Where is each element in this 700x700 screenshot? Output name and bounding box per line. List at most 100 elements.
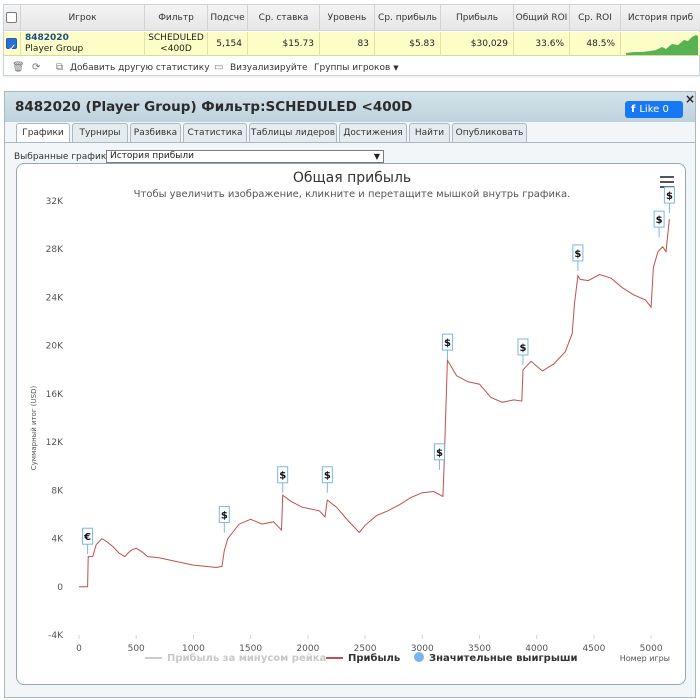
y-tick-label: 20K [46, 342, 64, 352]
profit-history-sparkline-cell[interactable] [621, 32, 700, 56]
big-win-symbol: $ [221, 511, 228, 522]
column-header-count[interactable]: Подсче [208, 5, 248, 31]
big-win-flag [321, 466, 333, 484]
refresh-icon[interactable]: ⟳ [32, 62, 41, 73]
big-win-symbol: $ [574, 249, 581, 260]
like-label: Like 0 [639, 104, 669, 115]
y-tick-label: 32K [46, 197, 64, 207]
tab-publish[interactable]: Опубликовать [452, 123, 527, 142]
profit-chart[interactable]: Общая прибыль Чтобы увеличить изображение… [17, 164, 687, 686]
big-win-symbol: $ [436, 448, 443, 459]
column-header-filter[interactable]: Фильтр [145, 5, 208, 31]
visualize-link[interactable]: Визуализируйте [230, 63, 308, 73]
y-tick-label: 4K [51, 535, 64, 545]
big-win-flag [663, 186, 675, 204]
avg-stake-value: $15.73 [248, 32, 320, 56]
x-tick-label: 2000 [296, 644, 319, 654]
big-win-flag [517, 338, 529, 356]
filter-line-2: <400D [160, 44, 192, 54]
big-win-symbol: $ [324, 471, 331, 482]
select-all-header [4, 5, 21, 31]
x-tick-label: 4000 [525, 644, 548, 654]
big-win-flag [653, 210, 665, 228]
tab-leaderboards[interactable]: Таблицы лидеров [249, 123, 337, 142]
column-header-avg-profit[interactable]: Ср. прибыль [375, 5, 441, 31]
tab-charts[interactable]: Графики [16, 123, 70, 143]
selected-chart-select[interactable]: История прибыли ▼ [106, 150, 384, 163]
tab-breakdown[interactable]: Разбивка [130, 123, 181, 142]
tab-achievements[interactable]: Достижения [339, 123, 407, 142]
column-header-avg-stake[interactable]: Ср. ставка [248, 5, 320, 31]
big-win-symbol: $ [519, 343, 526, 354]
y-tick-label: 28K [46, 245, 64, 255]
big-win-flag [433, 443, 445, 461]
add-stats-link[interactable]: Добавить другую статистику [70, 63, 210, 73]
chart-subtitle: Чтобы увеличить изображение, кликните и … [134, 189, 571, 200]
column-header-avg-roi[interactable]: Ср. ROI [570, 5, 621, 31]
player-panel: 8482020 (Player Group) Фильтр:SCHEDULED … [4, 91, 696, 698]
column-header-level[interactable]: Уровень [320, 5, 375, 31]
big-win-flag [572, 244, 584, 262]
tab-statistics[interactable]: Статистика [183, 123, 247, 142]
x-tick-label: 4500 [582, 644, 605, 654]
profit-chart-card[interactable]: Общая прибыль Чтобы увеличить изображение… [16, 163, 686, 685]
y-tick-label: 16K [46, 390, 64, 400]
y-tick-label: 12K [46, 438, 64, 448]
visualize-icon: ▭ [214, 62, 224, 73]
x-tick-label: 1500 [239, 644, 262, 654]
player-group-label: Player Group [25, 44, 84, 54]
x-tick-label: 5000 [640, 644, 663, 654]
big-win-flag [82, 527, 94, 545]
total-roi-value: 33.6% [514, 32, 570, 56]
tab-find[interactable]: Найти [409, 123, 450, 142]
close-icon[interactable]: × [685, 92, 696, 106]
column-header-profit-history[interactable]: История приб [621, 5, 700, 31]
avg-roi-value: 48.5% [570, 32, 621, 56]
count-value: 5,154 [208, 32, 248, 56]
filter-cell: SCHEDULED <400D [145, 32, 208, 56]
add-stats-icon: ⧉ [56, 62, 64, 73]
chevron-down-icon: ▼ [373, 152, 380, 161]
x-tick-label: 1000 [182, 644, 205, 654]
column-header-profit[interactable]: Прибыль [441, 5, 514, 31]
legend-rake-label: Прибыль за минусом рейка [167, 652, 326, 664]
profit-history-sparkline [626, 35, 698, 55]
y-axis-label: Суммарный итог (USD) [30, 386, 38, 471]
x-tick-label: 3500 [468, 644, 491, 654]
profit-value: $30,029 [441, 32, 514, 56]
y-tick-label: 8K [51, 486, 64, 496]
select-all-checkbox[interactable] [6, 12, 17, 23]
big-win-symbol: $ [656, 215, 663, 226]
profit-series-line [79, 219, 670, 588]
row-select-cell [4, 32, 21, 56]
tab-tournaments[interactable]: Турниры [72, 123, 128, 142]
sparkline-area [626, 35, 698, 55]
chevron-down-icon: ▼ [393, 64, 399, 72]
tab-strip-divider [5, 142, 695, 143]
x-tick-label: 500 [128, 644, 145, 654]
legend-big-wins-swatch [414, 652, 424, 662]
legend-profit-label: Прибыль [348, 652, 400, 664]
big-win-flag [277, 466, 289, 484]
menu-icon-bar [660, 176, 674, 178]
x-tick-label: 2500 [354, 644, 377, 654]
player-cell: 8482020 Player Group [21, 32, 145, 56]
row-checkbox[interactable] [6, 37, 17, 55]
player-groups-dropdown[interactable]: Группы игроков ▼ [314, 61, 399, 75]
player-id-link[interactable]: 8482020 [25, 33, 69, 43]
big-win-symbol: $ [444, 338, 451, 349]
menu-icon-bar [660, 181, 674, 183]
x-tick-label: 0 [76, 644, 82, 654]
facebook-like-button[interactable]: f Like 0 [625, 101, 683, 118]
column-header-total-roi[interactable]: Общий ROI [514, 5, 570, 31]
delete-icon[interactable]: 🗑 [12, 62, 25, 73]
chart-title: Общая прибыль [293, 170, 411, 186]
column-header-player[interactable]: Игрок [21, 5, 145, 31]
x-tick-label: 3000 [411, 644, 434, 654]
big-win-flag [441, 333, 453, 351]
panel-title: 8482020 (Player Group) Фильтр:SCHEDULED … [15, 99, 413, 115]
filter-line-1: SCHEDULED [148, 33, 204, 43]
level-value: 83 [320, 32, 375, 56]
legend-big-wins-label: Значительные выигрыши [429, 653, 578, 664]
panel-header: 8482020 (Player Group) Фильтр:SCHEDULED … [5, 92, 695, 122]
